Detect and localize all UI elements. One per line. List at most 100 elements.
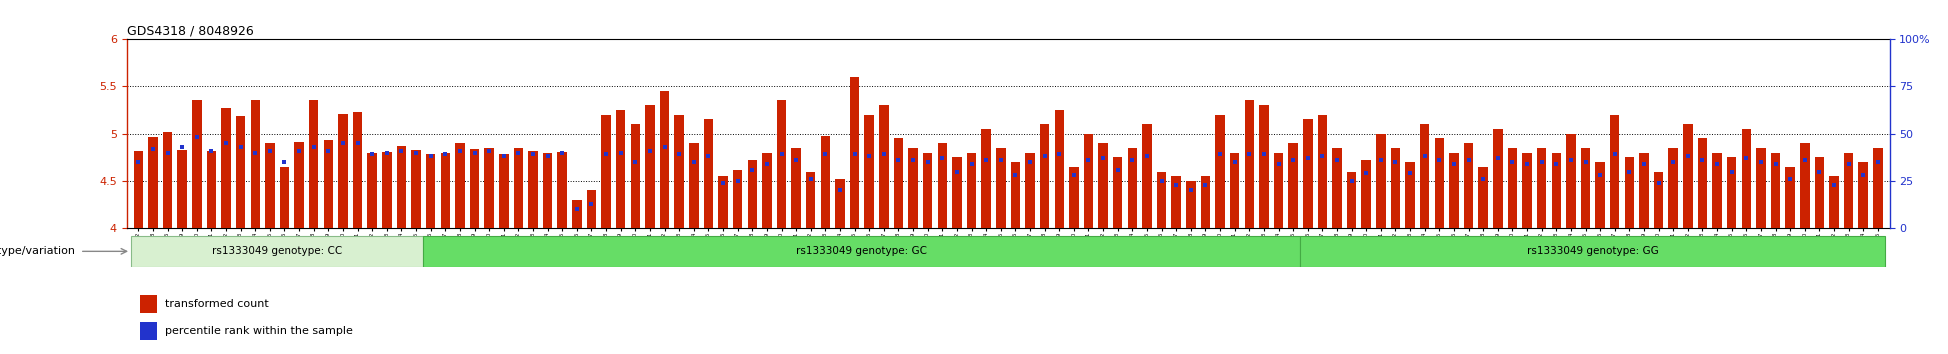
Bar — [281, 167, 288, 228]
Bar — [148, 137, 158, 228]
Bar — [1346, 172, 1356, 228]
Bar — [674, 115, 684, 228]
Bar — [251, 101, 259, 228]
Bar — [586, 190, 596, 228]
Bar — [1434, 138, 1443, 228]
Bar — [1786, 167, 1794, 228]
Bar — [748, 160, 758, 228]
Bar — [485, 148, 495, 228]
Bar — [703, 119, 713, 228]
Bar — [1595, 162, 1605, 228]
Bar — [1216, 115, 1225, 228]
Bar — [1171, 176, 1180, 228]
Bar — [528, 151, 538, 228]
Bar — [1303, 119, 1313, 228]
Text: transformed count: transformed count — [166, 299, 269, 309]
Bar — [1362, 160, 1371, 228]
Bar — [762, 153, 771, 228]
Bar — [1200, 176, 1210, 228]
Bar — [140, 321, 156, 341]
Bar — [440, 153, 450, 228]
Bar — [1479, 167, 1488, 228]
Bar — [1375, 133, 1385, 228]
Bar — [134, 151, 142, 228]
Bar — [1609, 115, 1619, 228]
Bar — [499, 154, 508, 228]
Bar — [995, 148, 1005, 228]
Bar — [1054, 110, 1064, 228]
Bar — [1245, 101, 1255, 228]
Bar — [323, 140, 333, 228]
Bar — [1874, 148, 1882, 228]
Bar — [193, 101, 201, 228]
Bar — [865, 115, 875, 228]
Bar — [1728, 157, 1736, 228]
Bar — [982, 129, 992, 228]
Bar — [1683, 124, 1693, 228]
Bar — [1463, 143, 1473, 228]
Bar — [616, 110, 625, 228]
Bar — [222, 108, 230, 228]
Bar — [966, 153, 976, 228]
Bar — [1186, 181, 1196, 228]
Bar — [1800, 143, 1810, 228]
Bar — [1391, 148, 1401, 228]
Bar — [382, 152, 392, 228]
Bar — [602, 115, 612, 228]
Bar — [660, 91, 670, 228]
Bar — [397, 146, 407, 228]
Bar — [140, 295, 156, 314]
Text: rs1333049 genotype: CC: rs1333049 genotype: CC — [212, 246, 343, 256]
Bar — [1332, 148, 1342, 228]
Bar — [1742, 129, 1751, 228]
Bar — [164, 132, 171, 228]
Text: rs1333049 genotype: GG: rs1333049 genotype: GG — [1527, 246, 1658, 256]
Bar — [1580, 148, 1590, 228]
Bar — [937, 143, 947, 228]
Bar — [631, 124, 641, 228]
Bar — [1699, 138, 1706, 228]
Bar — [1449, 153, 1459, 228]
Bar — [777, 101, 787, 228]
Bar — [836, 179, 845, 228]
Bar — [1771, 153, 1780, 228]
Bar — [310, 99, 318, 228]
Bar — [820, 136, 830, 228]
Bar — [1654, 172, 1664, 228]
Bar — [923, 153, 933, 228]
Bar — [791, 148, 801, 228]
Bar — [1069, 167, 1079, 228]
Bar — [1317, 115, 1327, 228]
FancyBboxPatch shape — [131, 236, 423, 267]
Bar — [645, 105, 655, 228]
Bar — [849, 77, 859, 228]
Bar — [339, 114, 349, 228]
Bar — [1537, 148, 1547, 228]
Bar — [469, 149, 479, 228]
Bar — [236, 116, 245, 228]
Bar — [557, 152, 567, 228]
Bar — [427, 154, 436, 228]
Bar — [1829, 176, 1839, 228]
Bar — [353, 112, 362, 228]
Bar — [894, 138, 904, 228]
Bar — [1128, 148, 1138, 228]
Bar — [1142, 124, 1151, 228]
Bar — [1845, 153, 1853, 228]
Bar — [1508, 148, 1517, 228]
Bar — [732, 170, 742, 228]
Bar — [206, 151, 216, 228]
FancyBboxPatch shape — [423, 236, 1301, 267]
Bar — [1551, 153, 1560, 228]
Bar — [1638, 153, 1648, 228]
Bar — [411, 150, 421, 228]
Bar — [690, 143, 699, 228]
Bar — [368, 153, 378, 228]
Bar — [1258, 105, 1268, 228]
Bar — [1712, 153, 1722, 228]
Bar — [719, 176, 729, 228]
Bar — [1288, 143, 1297, 228]
Bar — [1274, 153, 1284, 228]
Text: genotype/variation: genotype/variation — [0, 246, 76, 256]
Bar — [1099, 143, 1108, 228]
